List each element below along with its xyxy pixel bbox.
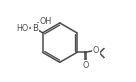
Text: OH: OH	[39, 17, 51, 26]
Text: B: B	[32, 24, 38, 33]
Text: O: O	[93, 46, 99, 55]
Text: HO: HO	[16, 24, 28, 33]
Text: O: O	[82, 61, 89, 70]
